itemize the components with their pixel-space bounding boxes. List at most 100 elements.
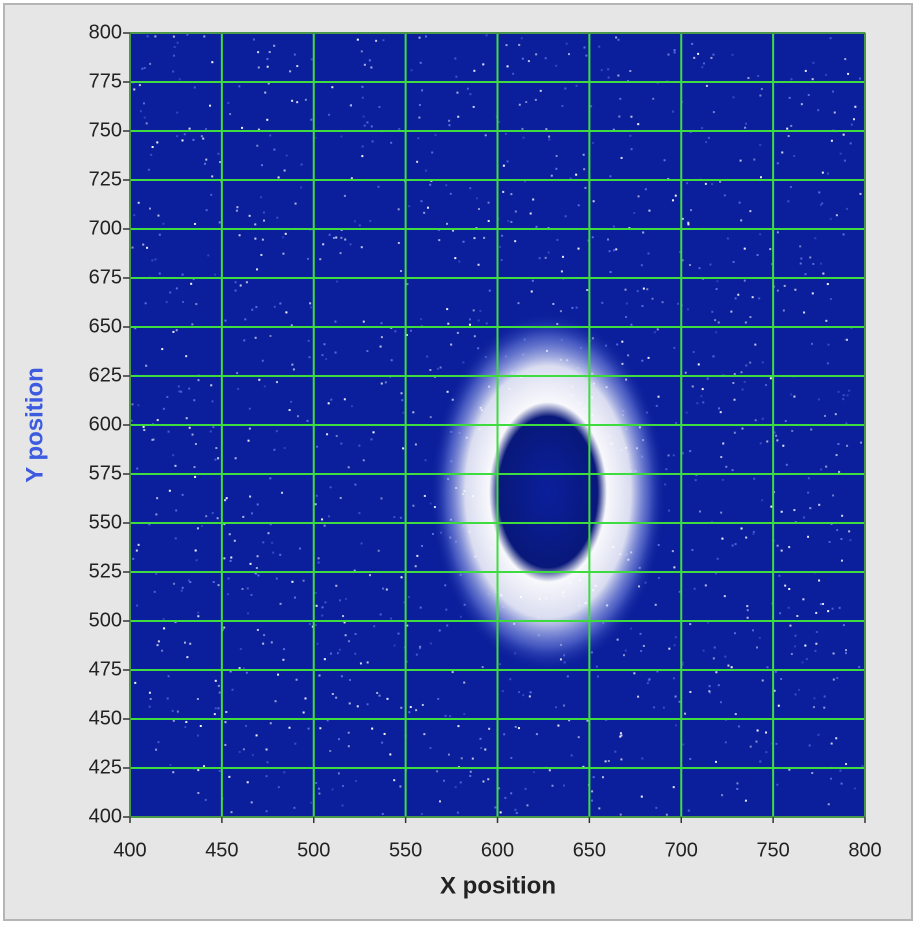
speckle-dot — [356, 705, 359, 708]
speckle-dot — [528, 695, 531, 698]
speckle-dot — [585, 54, 588, 57]
speckle-dot — [178, 390, 181, 393]
speckle-dot — [715, 671, 718, 674]
speckle-dot — [393, 644, 396, 647]
speckle-dot — [825, 319, 828, 322]
speckle-dot — [524, 180, 527, 183]
speckle-dot — [429, 416, 432, 419]
speckle-dot — [646, 288, 649, 291]
speckle-dot — [604, 760, 607, 763]
speckle-dot — [261, 238, 264, 241]
speckle-dot — [172, 719, 175, 722]
speckle-dot — [793, 509, 796, 512]
speckle-dot — [807, 535, 810, 538]
speckle-dot — [858, 665, 861, 668]
speckle-dot — [640, 650, 643, 653]
speckle-dot — [684, 371, 687, 374]
speckle-dot — [425, 169, 428, 172]
speckle-dot — [243, 339, 246, 342]
speckle-dot — [672, 786, 675, 789]
speckle-dot — [810, 428, 813, 431]
speckle-dot — [468, 318, 471, 321]
speckle-dot — [205, 209, 208, 212]
speckle-dot — [256, 503, 259, 506]
speckle-dot — [203, 35, 206, 38]
speckle-dot — [485, 34, 488, 37]
speckle-dot — [285, 311, 288, 314]
speckle-dot — [175, 509, 178, 512]
speckle-dot — [702, 649, 705, 652]
speckle-dot — [172, 771, 175, 774]
speckle-dot — [360, 50, 363, 53]
speckle-dot — [242, 515, 245, 518]
speckle-dot — [450, 343, 453, 346]
speckle-dot — [331, 86, 334, 89]
x-axis-title: X position — [440, 872, 556, 899]
speckle-dot — [362, 320, 365, 323]
speckle-dot — [257, 66, 260, 69]
speckle-dot — [507, 220, 510, 223]
speckle-dot — [449, 192, 452, 195]
speckle-dot — [162, 617, 165, 620]
speckle-dot — [469, 93, 472, 96]
speckle-dot — [429, 642, 432, 645]
speckle-dot — [162, 222, 165, 225]
speckle-dot — [494, 806, 497, 809]
speckle-dot — [174, 464, 177, 467]
speckle-dot — [409, 329, 412, 332]
speckle-dot — [353, 220, 356, 223]
speckle-dot — [842, 233, 845, 236]
speckle-dot — [266, 65, 269, 68]
speckle-dot — [524, 787, 527, 790]
speckle-dot — [275, 430, 278, 433]
speckle-dot — [175, 287, 178, 290]
speckle-dot — [370, 125, 373, 128]
speckle-dot — [752, 530, 755, 533]
speckle-dot — [275, 577, 278, 580]
speckle-dot — [619, 732, 622, 735]
speckle-dot — [672, 110, 675, 113]
speckle-dot — [462, 240, 465, 243]
speckle-dot — [310, 58, 313, 61]
speckle-dot — [473, 335, 476, 338]
speckle-dot — [177, 385, 180, 388]
speckle-dot — [668, 509, 671, 512]
speckle-dot — [273, 44, 276, 47]
speckle-dot — [349, 243, 352, 246]
speckle-dot — [172, 454, 175, 457]
speckle-dot — [183, 133, 186, 136]
speckle-dot — [250, 512, 253, 515]
speckle-dot — [194, 442, 197, 445]
speckle-dot — [800, 103, 803, 106]
speckle-dot — [195, 559, 198, 562]
speckle-dot — [535, 733, 538, 736]
speckle-dot — [808, 744, 811, 747]
speckle-dot — [351, 405, 354, 408]
speckle-dot — [598, 807, 601, 810]
speckle-dot — [716, 557, 719, 560]
speckle-dot — [211, 61, 214, 64]
speckle-dot — [153, 590, 156, 593]
speckle-dot — [265, 775, 268, 778]
speckle-dot — [446, 222, 449, 225]
speckle-dot — [501, 234, 504, 237]
speckle-dot — [569, 177, 572, 180]
speckle-dot — [256, 555, 259, 558]
speckle-dot — [481, 666, 484, 669]
speckle-dot — [251, 308, 254, 311]
speckle-dot — [703, 62, 706, 65]
speckle-dot — [468, 323, 471, 326]
speckle-dot — [256, 144, 259, 147]
speckle-dot — [185, 720, 188, 723]
speckle-dot — [151, 146, 154, 149]
speckle-dot — [336, 280, 339, 283]
speckle-dot — [815, 630, 818, 633]
speckle-dot — [148, 691, 151, 694]
speckle-dot — [733, 431, 736, 434]
speckle-dot — [731, 469, 734, 472]
speckle-dot — [446, 308, 449, 311]
speckle-dot — [169, 291, 172, 294]
speckle-dot — [263, 385, 266, 388]
speckle-dot — [719, 701, 722, 704]
